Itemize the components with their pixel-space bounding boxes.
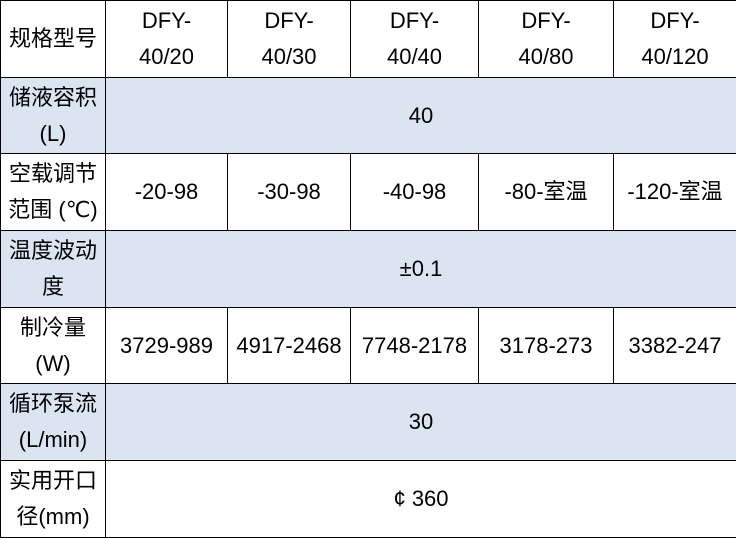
- row-label-line: 度: [3, 269, 103, 305]
- row-label-line: (L/min): [3, 422, 103, 458]
- model-line: 40/20: [108, 39, 225, 75]
- row-label-line: 温度波动: [3, 233, 103, 269]
- row-label-line: 循环泵流: [3, 386, 103, 422]
- row-label-line: 实用开口: [3, 463, 103, 499]
- model-line: DFY-: [481, 3, 611, 39]
- model-line: DFY-: [108, 3, 225, 39]
- model-line: 40/80: [481, 39, 611, 75]
- row-liquid-volume: 储液容积 (L) 40: [1, 77, 736, 154]
- row-label-cell: 循环泵流 (L/min): [1, 384, 106, 461]
- header-row: 规格型号 DFY- 40/20 DFY- 40/30 DFY- 40/40 DF…: [1, 1, 736, 78]
- merged-value-cell: 30: [106, 384, 736, 461]
- model-line: 40/40: [353, 39, 476, 75]
- row-cooling-capacity: 制冷量 (W) 3729-989 4917-2468 7748-2178 317…: [1, 307, 736, 384]
- value-cell: -80-室温: [479, 154, 614, 231]
- row-temp-fluctuation: 温度波动 度 ±0.1: [1, 231, 736, 308]
- model-line: DFY-: [353, 3, 476, 39]
- row-opening-diameter: 实用开口 径(mm) ¢ 360: [1, 461, 736, 538]
- row-label-cell: 温度波动 度: [1, 231, 106, 308]
- row-label-cell: 空载调节 范围 (℃): [1, 154, 106, 231]
- value-cell: 7748-2178: [351, 307, 479, 384]
- row-label-line: (W): [3, 346, 103, 382]
- row-pump-flow: 循环泵流 (L/min) 30: [1, 384, 736, 461]
- row-label-line: 空载调节: [3, 156, 103, 192]
- merged-value-cell: ¢ 360: [106, 461, 736, 538]
- merged-value-cell: ±0.1: [106, 231, 736, 308]
- value-cell: 3178-273: [479, 307, 614, 384]
- model-header-cell-dfy-40-30: DFY- 40/30: [228, 1, 351, 78]
- value-cell: 4917-2468: [228, 307, 351, 384]
- model-header-cell-dfy-40-80: DFY- 40/80: [479, 1, 614, 78]
- model-header-cell-dfy-40-120: DFY- 40/120: [614, 1, 736, 78]
- row-label-line: 范围 (℃): [3, 192, 103, 228]
- row-label-cell: 制冷量 (W): [1, 307, 106, 384]
- row-label-cell: 储液容积 (L): [1, 77, 106, 154]
- row-label-line: 径(mm): [3, 499, 103, 535]
- value-cell: -120-室温: [614, 154, 736, 231]
- row-label-cell: 实用开口 径(mm): [1, 461, 106, 538]
- row-label-line: (L): [3, 116, 103, 152]
- model-header-cell-dfy-40-40: DFY- 40/40: [351, 1, 479, 78]
- value-cell: 3382-247: [614, 307, 736, 384]
- merged-value-cell: 40: [106, 77, 736, 154]
- value-cell: -20-98: [106, 154, 228, 231]
- value-cell: 3729-989: [106, 307, 228, 384]
- model-header-cell-dfy-40-20: DFY- 40/20: [106, 1, 228, 78]
- model-line: DFY-: [616, 3, 734, 39]
- header-label-cell: 规格型号: [1, 1, 106, 78]
- model-line: DFY-: [230, 3, 348, 39]
- row-label-line: 储液容积: [3, 80, 103, 116]
- value-cell: -30-98: [228, 154, 351, 231]
- row-label-line: 制冷量: [3, 310, 103, 346]
- model-line: 40/30: [230, 39, 348, 75]
- value-cell: -40-98: [351, 154, 479, 231]
- model-line: 40/120: [616, 39, 734, 75]
- row-temp-adjust-range: 空载调节 范围 (℃) -20-98 -30-98 -40-98 -80-室温 …: [1, 154, 736, 231]
